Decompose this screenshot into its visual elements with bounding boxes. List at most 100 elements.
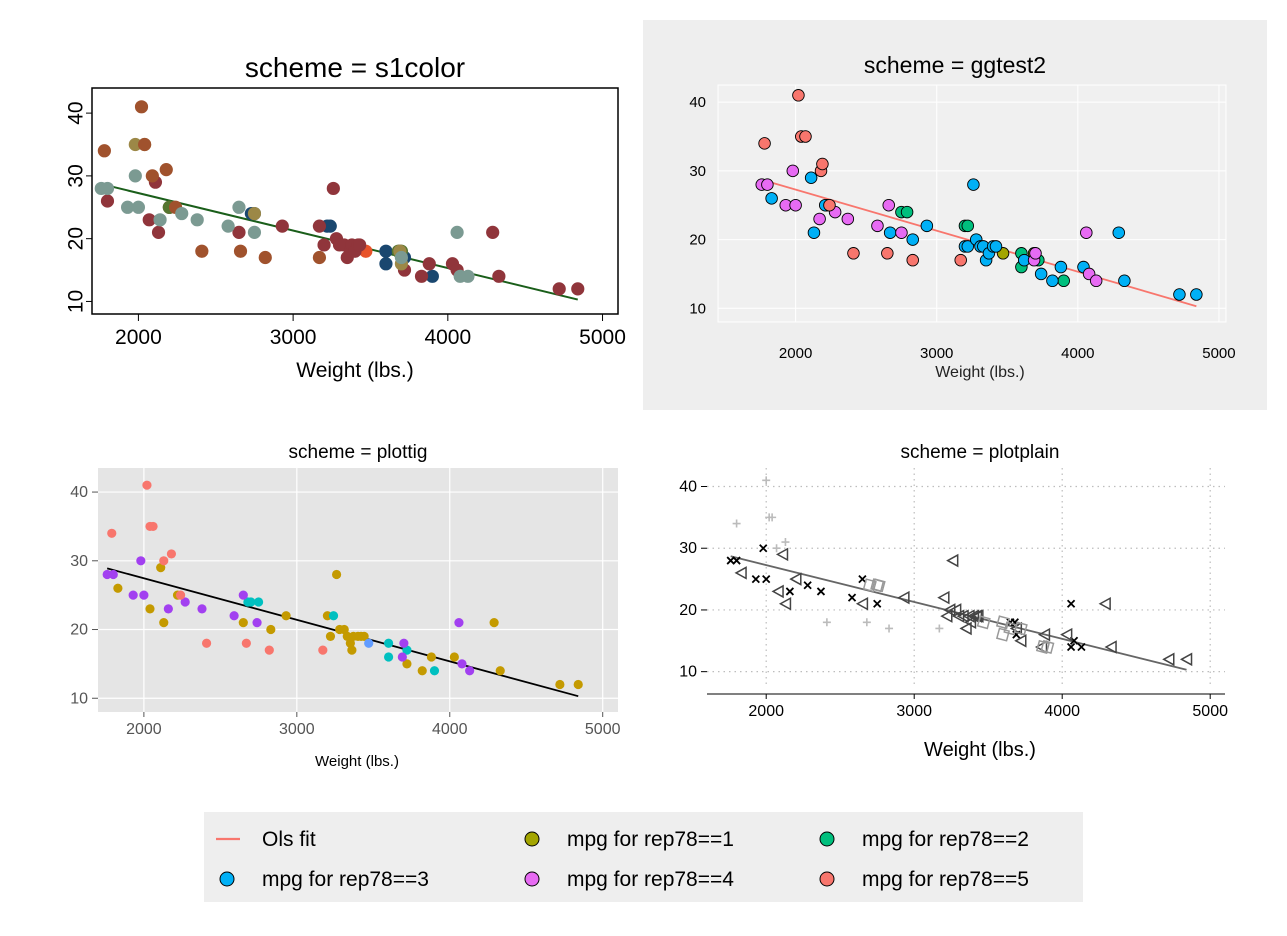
data-point [232,225,246,239]
data-point [153,213,167,227]
data-point [128,590,138,600]
data-point [190,213,204,227]
data-point [761,178,774,191]
series-rep5 [758,89,967,267]
x-axis-label: Weight (lbs.) [296,359,413,382]
data-point [312,250,327,265]
gridlines [98,468,618,712]
y-tick-label: 40 [679,479,697,496]
x-tick-label: 3000 [920,345,953,362]
data-point [881,247,894,260]
data-point [108,569,118,580]
data-point [920,219,934,233]
data-point [145,604,155,614]
data-point [1029,247,1042,260]
data-point [768,513,777,522]
legend-swatch-circle [524,831,540,847]
data-point [803,581,812,590]
data-point [131,200,146,214]
series-rep5 [107,480,328,655]
data-points [94,100,585,296]
data-point [425,269,439,283]
data-point [1118,274,1131,288]
x-tick-label: 5000 [585,721,621,738]
panel-s1color: scheme = s1color Weight (lbs.) 2000 3000 4… [65,52,626,382]
data-point [229,611,239,621]
data-point [142,213,156,227]
data-point [758,137,771,150]
data-point [813,212,826,226]
legend-item: mpg for rep78==5 [819,868,1029,891]
data-point [323,219,337,233]
data-point [266,624,276,635]
data-point [318,645,328,655]
plot-background [643,20,1267,410]
legend-swatch-circle [219,871,235,887]
data-point [252,618,262,628]
data-point [786,164,800,178]
data-point [571,282,585,296]
data-point [253,597,264,607]
data-point [148,521,158,532]
data-point [379,257,393,271]
data-point [995,627,1011,642]
y-tick-label: 10 [689,300,706,317]
data-point [785,587,795,596]
data-point [347,645,357,655]
data-point [976,615,991,630]
ticks: 2000 3000 4000 5000 10 20 30 40 [689,94,1235,362]
data-point [128,169,142,183]
data-point [275,219,289,233]
data-point [1034,267,1048,281]
data-point [166,549,177,559]
data-point [399,638,409,648]
data-point [359,631,369,641]
data-point [394,250,409,265]
x-tick-label: 4000 [1044,703,1080,720]
data-point [429,666,440,676]
y-tick-label: 30 [689,163,706,180]
data-point [246,597,256,607]
data-point [762,476,771,485]
data-point [573,679,583,690]
data-point [555,679,565,690]
data-point [175,590,186,600]
data-point [402,645,412,655]
data-point [238,590,248,600]
data-point [1098,597,1111,611]
data-point [949,603,962,617]
legend-label: mpg for rep78==5 [862,868,1029,891]
data-point [816,157,829,171]
data-point [317,238,331,252]
data-point [771,584,784,599]
legend-swatch-circle [819,831,835,847]
series-rep3 [765,171,1203,301]
data-point [238,618,248,628]
panel-ggtest2: scheme = ggtest2 Weight (lbs.) 2000 3000 4… [643,20,1267,410]
legend-label: mpg for rep78==1 [567,828,734,851]
data-point [397,652,407,662]
y-tick-label: 10 [65,290,88,313]
data-point [151,225,166,239]
y-tick-label: 10 [70,690,88,707]
data-point [422,257,436,271]
chart-title: scheme = s1color [245,52,465,83]
data-point [454,618,464,628]
data-point [195,244,209,258]
data-point [906,233,919,246]
data-point [883,226,897,239]
data-point [873,599,882,608]
x-tick-label: 3000 [270,326,317,349]
gridlines [718,85,1226,322]
data-point [1173,288,1186,301]
series-rep4 [102,556,475,676]
data-point [1190,288,1203,301]
data-point [197,604,207,614]
legend-swatch-circle [819,871,835,887]
data-point [897,590,910,605]
legend: Ols fit mpg for rep78==1 mpg for rep78==2 m… [204,812,1083,902]
series-rep6 [97,100,327,265]
data-point [449,652,459,662]
data-point [145,169,159,183]
